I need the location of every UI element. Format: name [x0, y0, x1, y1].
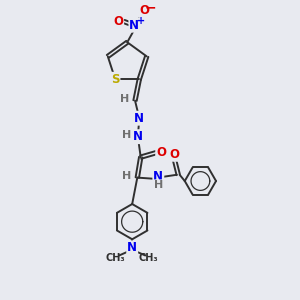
Text: N: N	[129, 19, 140, 32]
Text: N: N	[134, 112, 144, 125]
Text: −: −	[145, 0, 156, 14]
Text: N: N	[153, 170, 163, 183]
Text: H: H	[154, 180, 163, 190]
Text: S: S	[111, 73, 119, 86]
Text: CH₃: CH₃	[106, 253, 125, 263]
Text: +: +	[136, 16, 145, 26]
Text: N: N	[127, 241, 137, 254]
Text: O: O	[156, 146, 166, 158]
Text: CH₃: CH₃	[139, 253, 158, 263]
Text: H: H	[122, 171, 131, 181]
Text: O: O	[113, 15, 123, 28]
Text: H: H	[122, 130, 132, 140]
Text: H: H	[120, 94, 129, 104]
Text: O: O	[169, 148, 179, 161]
Text: O: O	[139, 4, 149, 17]
Text: N: N	[133, 130, 143, 143]
